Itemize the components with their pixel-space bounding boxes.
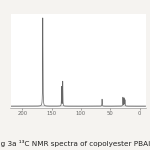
- Text: Fig 3a ¹³C NMR spectra of copolyester PBAIT: Fig 3a ¹³C NMR spectra of copolyester PB…: [0, 140, 150, 147]
